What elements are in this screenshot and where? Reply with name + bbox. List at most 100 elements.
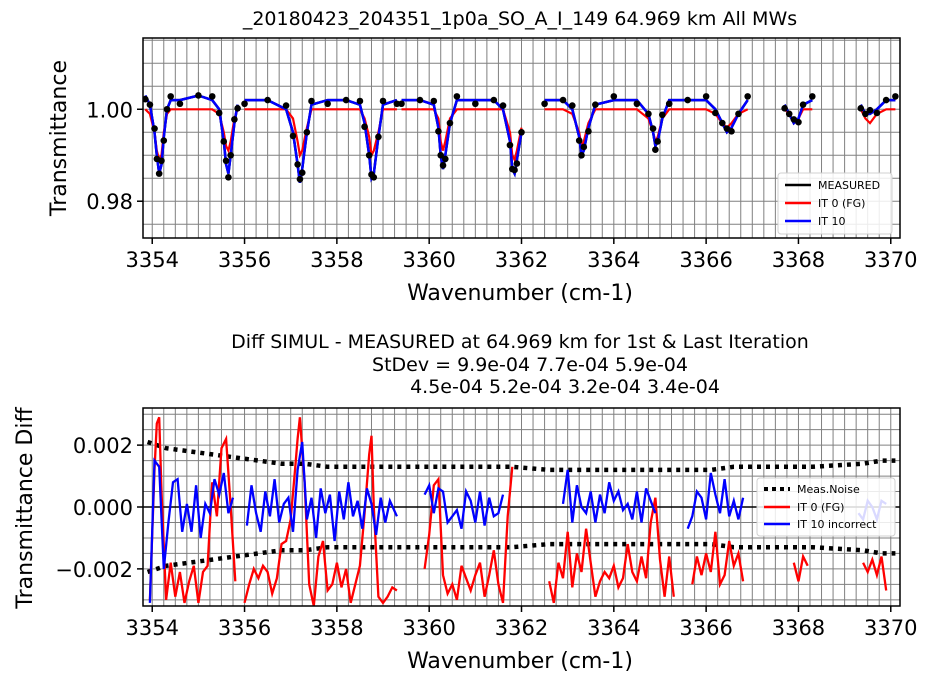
measured-point xyxy=(610,93,618,100)
measured-point xyxy=(808,93,816,100)
measured-point xyxy=(282,102,290,109)
it0-diff-line xyxy=(792,552,809,582)
top-x-tick-label: 3356 xyxy=(218,248,271,272)
measured-point xyxy=(143,95,149,103)
measured-point xyxy=(652,146,659,154)
measured-point xyxy=(592,101,599,108)
top-x-tick-label: 3368 xyxy=(772,248,825,272)
bottom-chart: Diff SIMUL - MEASURED at 64.969 km for 1… xyxy=(13,331,917,674)
measured-point xyxy=(416,96,424,104)
it0-line xyxy=(244,108,397,159)
bottom-y-tick-label: 0.000 xyxy=(73,496,133,520)
measured-point xyxy=(728,128,735,135)
measured-point xyxy=(379,97,387,105)
noise-lower-line xyxy=(146,541,896,575)
measured-point xyxy=(862,110,869,118)
it10-diff-line xyxy=(148,457,235,603)
measured-point xyxy=(208,93,216,100)
measured-point xyxy=(437,151,445,159)
measured-point xyxy=(575,137,583,144)
measured-point xyxy=(735,110,742,118)
measured-point xyxy=(568,102,576,109)
measured-point xyxy=(578,151,585,159)
measured-point xyxy=(163,105,171,113)
it10-line xyxy=(144,94,239,174)
measured-point xyxy=(866,106,874,114)
measured-point xyxy=(324,100,331,108)
measured-point xyxy=(155,170,163,177)
bottom-chart-stdev-line-2: 4.5e-04 5.2e-04 3.2e-04 3.4e-04 xyxy=(410,376,720,398)
top-grid xyxy=(143,38,900,238)
measured-point xyxy=(435,128,442,135)
top-x-tick-label: 3354 xyxy=(126,248,179,272)
measured-point xyxy=(220,138,228,145)
measured-point xyxy=(795,118,802,126)
measured-point xyxy=(702,93,710,100)
bottom-x-tick-label: 3370 xyxy=(864,616,917,640)
measured-point xyxy=(151,125,158,132)
measured-point xyxy=(342,96,350,104)
measured-point xyxy=(365,151,373,159)
top-x-ticks: 3354 3356 3358 3360 3362 3364 3366 3368 3370 xyxy=(126,238,917,272)
measured-point xyxy=(398,100,405,108)
measured-point xyxy=(559,96,567,104)
measured-point xyxy=(356,97,364,105)
measured-point xyxy=(472,100,479,108)
measured-point xyxy=(176,100,184,108)
bottom-y-tick-label: 0.002 xyxy=(73,434,133,458)
measured-point xyxy=(511,166,518,174)
bottom-legend-box xyxy=(756,477,896,537)
it0-diff-line xyxy=(148,416,237,604)
legend-label-it10: IT 10 xyxy=(818,215,845,228)
measured-point xyxy=(490,96,498,104)
measured-point xyxy=(513,160,521,167)
measured-point xyxy=(857,105,865,112)
measured-point xyxy=(649,125,657,132)
measured-point xyxy=(665,100,673,108)
bottom-x-ticks: 3354 3356 3358 3360 3362 3364 3366 3368 3370 xyxy=(126,606,917,640)
measured-point xyxy=(712,109,719,117)
top-y-tick-label: 1.00 xyxy=(86,98,133,122)
measured-point xyxy=(160,137,168,144)
measured-point xyxy=(375,133,382,141)
top-x-tick-label: 3360 xyxy=(402,248,455,272)
measured-point xyxy=(234,105,241,112)
legend-label-it0-diff: IT 0 (FG) xyxy=(797,501,844,514)
measured-point xyxy=(227,151,235,159)
measured-point xyxy=(439,162,447,169)
bottom-y-tick-label: −0.002 xyxy=(55,558,133,582)
legend-label-noise: Meas.Noise xyxy=(797,483,860,496)
measured-point xyxy=(370,174,378,181)
it0-diff-line xyxy=(691,531,745,589)
bottom-x-axis-label: Wavenumber (cm-1) xyxy=(407,649,633,674)
top-legend: MEASURED IT 0 (FG) IT 10 xyxy=(777,172,893,235)
measured-point xyxy=(499,102,507,109)
measured-point xyxy=(158,157,165,165)
noise-upper-line xyxy=(146,439,896,473)
bottom-x-tick-label: 3368 xyxy=(772,616,825,640)
measured-point xyxy=(146,101,154,108)
measured-point xyxy=(453,93,461,100)
top-plot-area xyxy=(143,92,899,184)
bottom-x-tick-label: 3364 xyxy=(587,616,640,640)
it0-diff-line xyxy=(423,466,514,604)
measured-point xyxy=(654,138,661,145)
measured-point xyxy=(892,93,899,100)
measured-point xyxy=(393,100,401,108)
measured-point xyxy=(882,96,890,104)
top-x-tick-label: 3370 xyxy=(864,248,917,272)
measured-point xyxy=(215,109,223,117)
measured-point xyxy=(645,110,652,118)
measured-point xyxy=(785,110,793,118)
it10-diff-line xyxy=(245,441,398,542)
measured-point xyxy=(361,123,368,131)
top-x-tick-label: 3358 xyxy=(310,248,363,272)
measured-point xyxy=(541,100,548,108)
legend-label-it10-diff: IT 10 incorrect xyxy=(797,518,877,531)
measured-point xyxy=(799,101,807,108)
bottom-chart-stdev-line-1: StDev = 9.9e-04 7.7e-04 5.9e-04 xyxy=(372,354,688,376)
legend-label-measured: MEASURED xyxy=(818,179,880,192)
top-y-tick-label: 0.98 xyxy=(86,190,133,214)
it10-diff-line xyxy=(686,472,745,530)
top-chart: _20180423_204351_1p0a_SO_A_I_149 64.969 … xyxy=(47,8,917,306)
